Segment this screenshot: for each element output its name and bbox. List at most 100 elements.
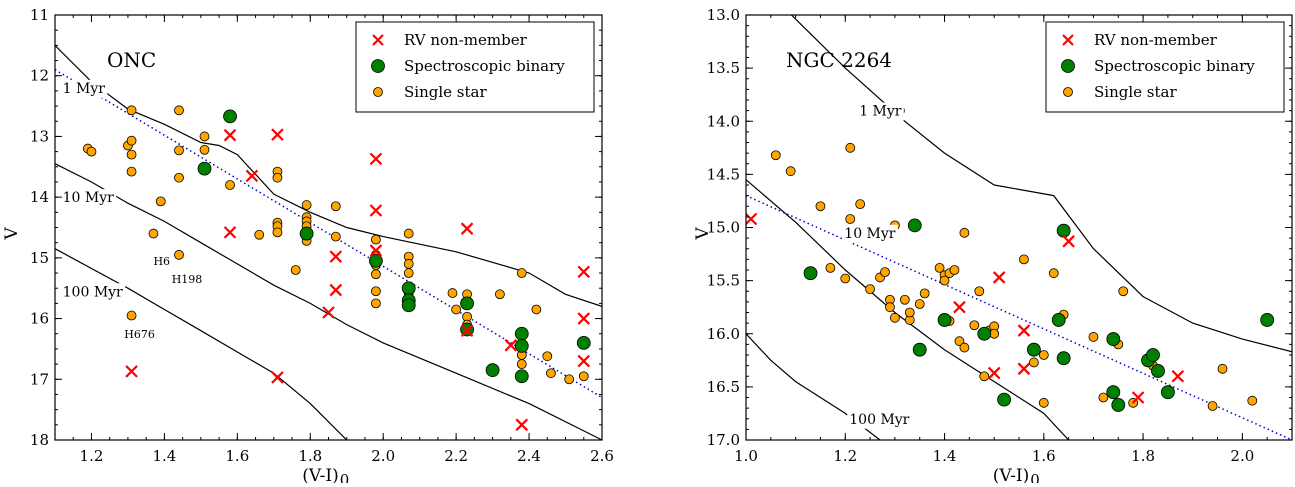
- single-star-marker: [1038, 397, 1049, 408]
- binary-marker: [912, 342, 927, 357]
- x-stroke: [515, 418, 529, 432]
- single-star-marker: [885, 302, 895, 313]
- binary-marker: [1151, 364, 1165, 378]
- binary-marker: [401, 281, 416, 296]
- binary-marker: [576, 335, 591, 350]
- isochrone-label: 10 Myr: [63, 190, 115, 206]
- rv-nonmember-marker: [223, 128, 237, 142]
- legend-binary-icon: [1061, 59, 1075, 73]
- rv-nonmember-marker: [271, 128, 284, 141]
- single-star-marker: [1028, 357, 1039, 368]
- isochrone-line: [55, 44, 602, 307]
- y-tick-label: 11: [30, 6, 49, 24]
- x-stroke: [953, 300, 966, 314]
- single-star-marker: [126, 149, 137, 160]
- binary-marker: [1106, 385, 1121, 400]
- y-tick-label: 18: [30, 431, 49, 449]
- x-tick-label: 2.4: [517, 447, 541, 465]
- single-star-marker: [939, 275, 950, 286]
- x-stroke: [577, 354, 591, 368]
- x-axis-label: (V-I): [993, 466, 1029, 483]
- single-star-marker: [919, 288, 930, 299]
- binary-marker: [907, 218, 922, 233]
- x-tick-label: 1.2: [80, 447, 104, 465]
- single-star-marker: [155, 196, 166, 207]
- rv-nonmember-marker: [271, 371, 284, 384]
- x-stroke: [329, 283, 343, 297]
- single-star-marker: [86, 146, 97, 157]
- single-star-marker: [1207, 401, 1218, 411]
- legend-label: Single star: [404, 83, 487, 101]
- x-tick-label: 2.0: [1230, 447, 1254, 465]
- rv-nonmember-marker: [125, 365, 138, 378]
- rv-nonmember-marker: [504, 339, 518, 352]
- x-stroke: [369, 204, 383, 217]
- single-star-marker: [1098, 392, 1109, 403]
- rv-nonmember-marker: [577, 354, 591, 368]
- single-star-marker: [272, 227, 283, 238]
- single-star-marker: [542, 351, 553, 362]
- x-stroke: [987, 366, 1001, 380]
- star-label: H6: [153, 255, 170, 268]
- isochrone-line: [55, 163, 602, 440]
- single-star-marker: [371, 298, 381, 309]
- single-star-marker: [371, 286, 381, 297]
- rv-nonmember-marker: [987, 366, 1001, 380]
- x-stroke: [369, 152, 383, 166]
- single-star-marker: [1019, 254, 1029, 265]
- single-star-marker: [899, 294, 910, 305]
- single-star-marker: [148, 228, 159, 239]
- legend: RV non-member Spectroscopic binary Single …: [355, 21, 595, 113]
- single-star-marker: [126, 105, 137, 116]
- single-star-marker: [840, 273, 851, 284]
- single-star-marker: [914, 299, 925, 309]
- single-star-marker: [403, 259, 414, 269]
- single-star-marker: [890, 312, 900, 323]
- single-star-marker: [969, 320, 980, 331]
- x-stroke: [271, 371, 284, 384]
- x-tick-label: 1.4: [933, 447, 957, 465]
- binary-marker: [1026, 342, 1041, 357]
- binary-marker: [1051, 313, 1066, 327]
- chart-panel-2: 1 Myr 10 Myr 100 Myr 1.0 1.2 1.4 1.6 1.8 2.0 13.0…: [693, 6, 1293, 487]
- binary-marker: [299, 226, 314, 241]
- single-star-marker: [301, 200, 312, 210]
- binary-marker: [977, 326, 992, 341]
- single-star-marker: [546, 368, 556, 379]
- single-star-marker: [290, 265, 301, 275]
- single-star-marker: [845, 142, 856, 153]
- single-star-marker: [1088, 332, 1099, 342]
- y-tick-label: 13.0: [707, 6, 740, 24]
- single-star-marker: [330, 231, 341, 242]
- single-star-marker: [126, 166, 137, 177]
- y-tick-label: 14.0: [707, 112, 740, 130]
- ticks: [745, 14, 1293, 441]
- single-star-marker: [254, 229, 265, 240]
- legend-single-icon: [373, 87, 383, 97]
- panel-title: ONC: [107, 48, 156, 72]
- x-tick-label: 2.2: [444, 447, 468, 465]
- y-tick-label: 17.0: [707, 431, 740, 449]
- single-star-marker: [578, 371, 589, 382]
- isochrone-label: 1 Myr: [859, 104, 902, 120]
- y-tick-label: 15.5: [707, 272, 740, 290]
- x-stroke: [460, 222, 474, 235]
- single-star-marker: [934, 262, 945, 273]
- isochrone-label: 1 Myr: [63, 81, 106, 97]
- single-star-marker: [225, 180, 235, 190]
- isochrone-label-bg: [60, 283, 126, 302]
- binary-marker: [1056, 223, 1071, 238]
- x-stroke: [577, 312, 591, 325]
- single-star-marker: [1217, 363, 1228, 374]
- binary-marker: [514, 338, 529, 353]
- binary-marker: [803, 266, 818, 281]
- binary-marker: [1260, 313, 1275, 327]
- single-star-marker: [451, 304, 462, 315]
- x-stroke: [329, 250, 343, 263]
- single-star-marker: [516, 359, 527, 370]
- binary-marker: [1111, 398, 1126, 412]
- x-tick-label: 1.2: [833, 447, 857, 465]
- single-star-marker: [531, 304, 542, 315]
- rv-nonmember-marker: [1017, 362, 1031, 376]
